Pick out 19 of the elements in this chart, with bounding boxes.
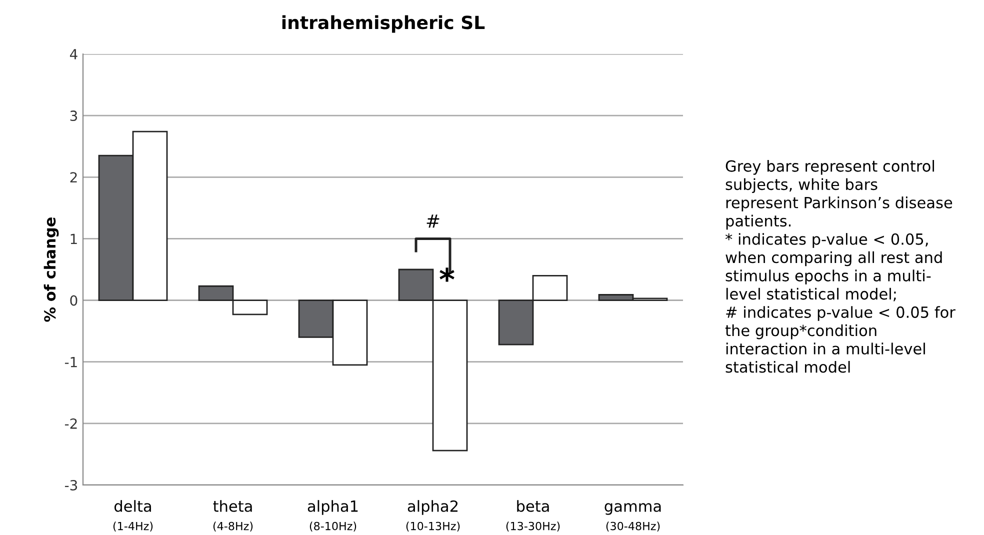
y-tick-label: 4 (70, 49, 78, 60)
x-tick-label: alpha1 (8-10Hz) (308, 500, 358, 532)
y-tick-label: -1 (64, 357, 77, 368)
x-tick-label: gamma (30-48Hz) (604, 503, 661, 532)
y-tick-label: -3 (64, 480, 78, 490)
x-tick-label: theta (4-8Hz) (213, 500, 253, 532)
annotation: # (426, 214, 440, 228)
annotation: * (440, 268, 454, 282)
x-tick-label: beta (13-30Hz) (506, 500, 560, 532)
y-tick-label: 3 (70, 110, 78, 122)
x-tick-label: alpha2 (10-13Hz) (406, 500, 460, 532)
chart-title: intrahemispheric SL (282, 15, 485, 33)
y-tick-label: 2 (70, 172, 77, 182)
x-tick-label: delta (1-4Hz) (113, 500, 153, 532)
y-tick-label: 1 (70, 234, 77, 244)
y-tick-label: 0 (70, 295, 78, 306)
text: Grey bars represent control subjects, white bars represent Parkinson’s disease patients. * indicates p-value < 0.05, when comparing all rest and stimulus epochs in a multi- level statistical model; # indicates p-value < 0.05 for the group*condition interaction in a multi-level statistical model (725, 160, 956, 373)
y-tick-label: -2 (64, 418, 77, 429)
y-axis-title: % of change (44, 217, 59, 322)
